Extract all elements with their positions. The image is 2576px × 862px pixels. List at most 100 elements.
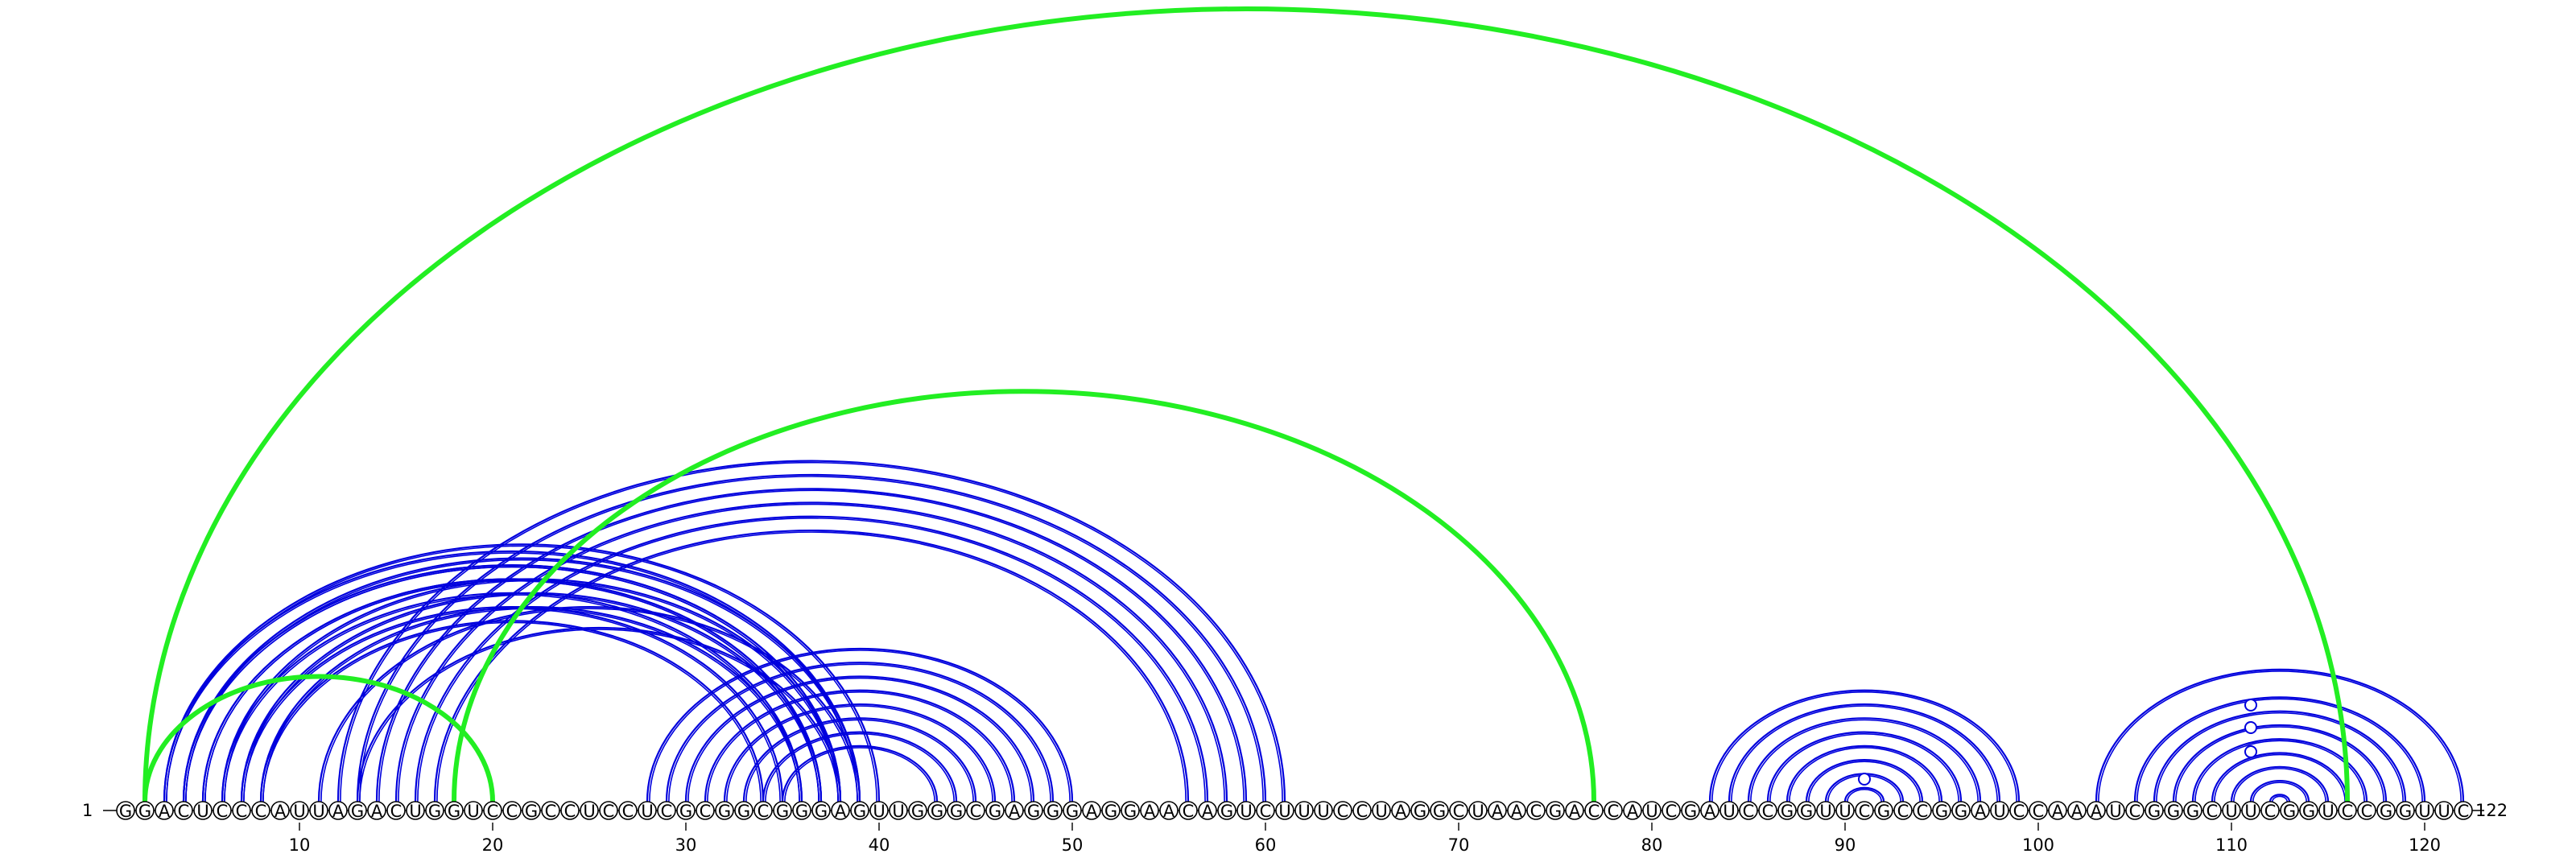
nucleotide-circle	[444, 801, 464, 820]
nucleotide-letter: C	[1530, 802, 1542, 821]
nucleotide-circle	[213, 801, 232, 820]
nucleotide: C	[502, 801, 522, 821]
nucleotide-circle	[193, 801, 213, 820]
nucleotide-circle	[1468, 801, 1488, 820]
blue-arc-inner	[1808, 761, 1921, 802]
nucleotide-circle	[1623, 801, 1642, 820]
nucleotide-circle	[1662, 801, 1681, 820]
nucleotide-circle	[618, 801, 638, 820]
nucleotide-circle	[2029, 801, 2048, 820]
nucleotide-letter: G	[718, 802, 731, 821]
nucleotide: G	[2299, 801, 2318, 821]
nucleotide: C	[618, 801, 638, 821]
blue-arc	[2095, 668, 2465, 802]
nucleotide-circle	[1333, 801, 1352, 820]
nucleotide-letter: G	[138, 802, 151, 821]
blue-arc-inner	[1750, 719, 1979, 802]
nucleotide: G	[348, 801, 367, 821]
nucleotide-circle	[908, 801, 927, 820]
nucleotide-letter: G	[428, 802, 441, 821]
nucleotide-circle	[1449, 801, 1468, 820]
nucleotide-circle	[850, 801, 869, 820]
nucleotide-letter: C	[758, 802, 770, 821]
nucleotide-circle	[464, 801, 483, 820]
nucleotide-letter: C	[255, 802, 267, 821]
nucleotide: G	[2164, 801, 2183, 821]
nucleotide-circle	[2299, 801, 2318, 820]
nucleotide: G	[1951, 801, 1971, 821]
nucleotide-circle	[1391, 801, 1410, 820]
blue-arc-inner	[359, 629, 839, 802]
nucleotide-circle	[522, 801, 541, 820]
nucleotide-letter: U	[293, 802, 305, 821]
nucleotide: C	[1352, 801, 1372, 821]
tick-label: 30	[675, 835, 697, 855]
nucleotide-letter: C	[2361, 802, 2373, 821]
nucleotide-letter: G	[1935, 802, 1948, 821]
nucleotide-circle	[483, 801, 502, 820]
nucleotide: C	[174, 801, 193, 821]
blue-arc-inner	[784, 747, 935, 802]
nucleotide-circle	[1719, 801, 1739, 820]
arcs-layer	[142, 6, 2465, 802]
nucleotide-circle	[1777, 801, 1797, 820]
blue-arc	[182, 557, 861, 802]
nucleotide-letter: G	[2148, 802, 2161, 821]
nucleotide-letter: A	[1163, 802, 1175, 821]
nucleotide-letter: A	[835, 802, 847, 821]
nucleotide-letter: A	[1511, 802, 1523, 821]
nucleotide-circle	[367, 801, 386, 820]
blue-arc	[1766, 731, 1963, 802]
nucleotide: G	[850, 801, 869, 821]
nucleotide: A	[1507, 801, 1526, 821]
nucleotide-letter: C	[1743, 802, 1755, 821]
nucleotide: C	[1256, 801, 1275, 821]
nucleotide: G	[1121, 801, 1140, 821]
nucleotide-letter: U	[312, 802, 324, 821]
nucleotide-letter: U	[2438, 802, 2450, 821]
nucleotide-letter: A	[1569, 802, 1581, 821]
nucleotide-letter: G	[950, 802, 963, 821]
nucleotide: G	[773, 801, 792, 821]
nucleotide-circle	[1488, 801, 1507, 820]
nucleotide: U	[1468, 801, 1488, 821]
nucleotide: G	[908, 801, 927, 821]
nucleotide: C	[1855, 801, 1874, 821]
nucleotide-letter: A	[332, 802, 345, 821]
nucleotide-letter: G	[911, 802, 924, 821]
nucleotide: U	[464, 801, 483, 821]
blue-arc-inner	[668, 663, 1051, 802]
nucleotide-circle	[1217, 801, 1236, 820]
nucleotide-letter: U	[1839, 802, 1851, 821]
nucleotide-circle	[560, 801, 580, 820]
nucleotide: C	[1662, 801, 1681, 821]
nucleotide-letter: C	[2264, 802, 2277, 821]
nucleotide-circle	[2183, 801, 2202, 820]
green-arc	[142, 6, 2350, 802]
nucleotide-circle	[348, 801, 367, 820]
nucleotide-letter: U	[1375, 802, 1387, 821]
nucleotide-circle	[1874, 801, 1893, 820]
blue-arc-inner	[1789, 747, 1940, 802]
nucleotide: G	[1024, 801, 1043, 821]
nucleotide-circle	[1063, 801, 1082, 820]
start-label: 1	[82, 801, 93, 820]
blue-arc-inner	[649, 650, 1071, 802]
nucleotide-letter: U	[641, 802, 653, 821]
nucleotide: C	[386, 801, 406, 821]
nucleotide: U	[580, 801, 599, 821]
nucleotide: G	[2145, 801, 2164, 821]
nucleotide-letter: A	[1704, 802, 1716, 821]
nucleotide: G	[1546, 801, 1565, 821]
nucleotide-circle	[1855, 801, 1874, 820]
nucleotide: A	[831, 801, 850, 821]
blue-arc-inner	[726, 705, 993, 802]
nucleotide-circle	[541, 801, 560, 820]
loop-marker	[2244, 699, 2257, 711]
nucleotide-letter: C	[506, 802, 518, 821]
nucleotide-circle	[2357, 801, 2376, 820]
nucleotide-circle	[1005, 801, 1024, 820]
nucleotide-letter: C	[1666, 802, 1678, 821]
nucleotide: G	[1874, 801, 1893, 821]
nucleotide-circle	[251, 801, 270, 820]
